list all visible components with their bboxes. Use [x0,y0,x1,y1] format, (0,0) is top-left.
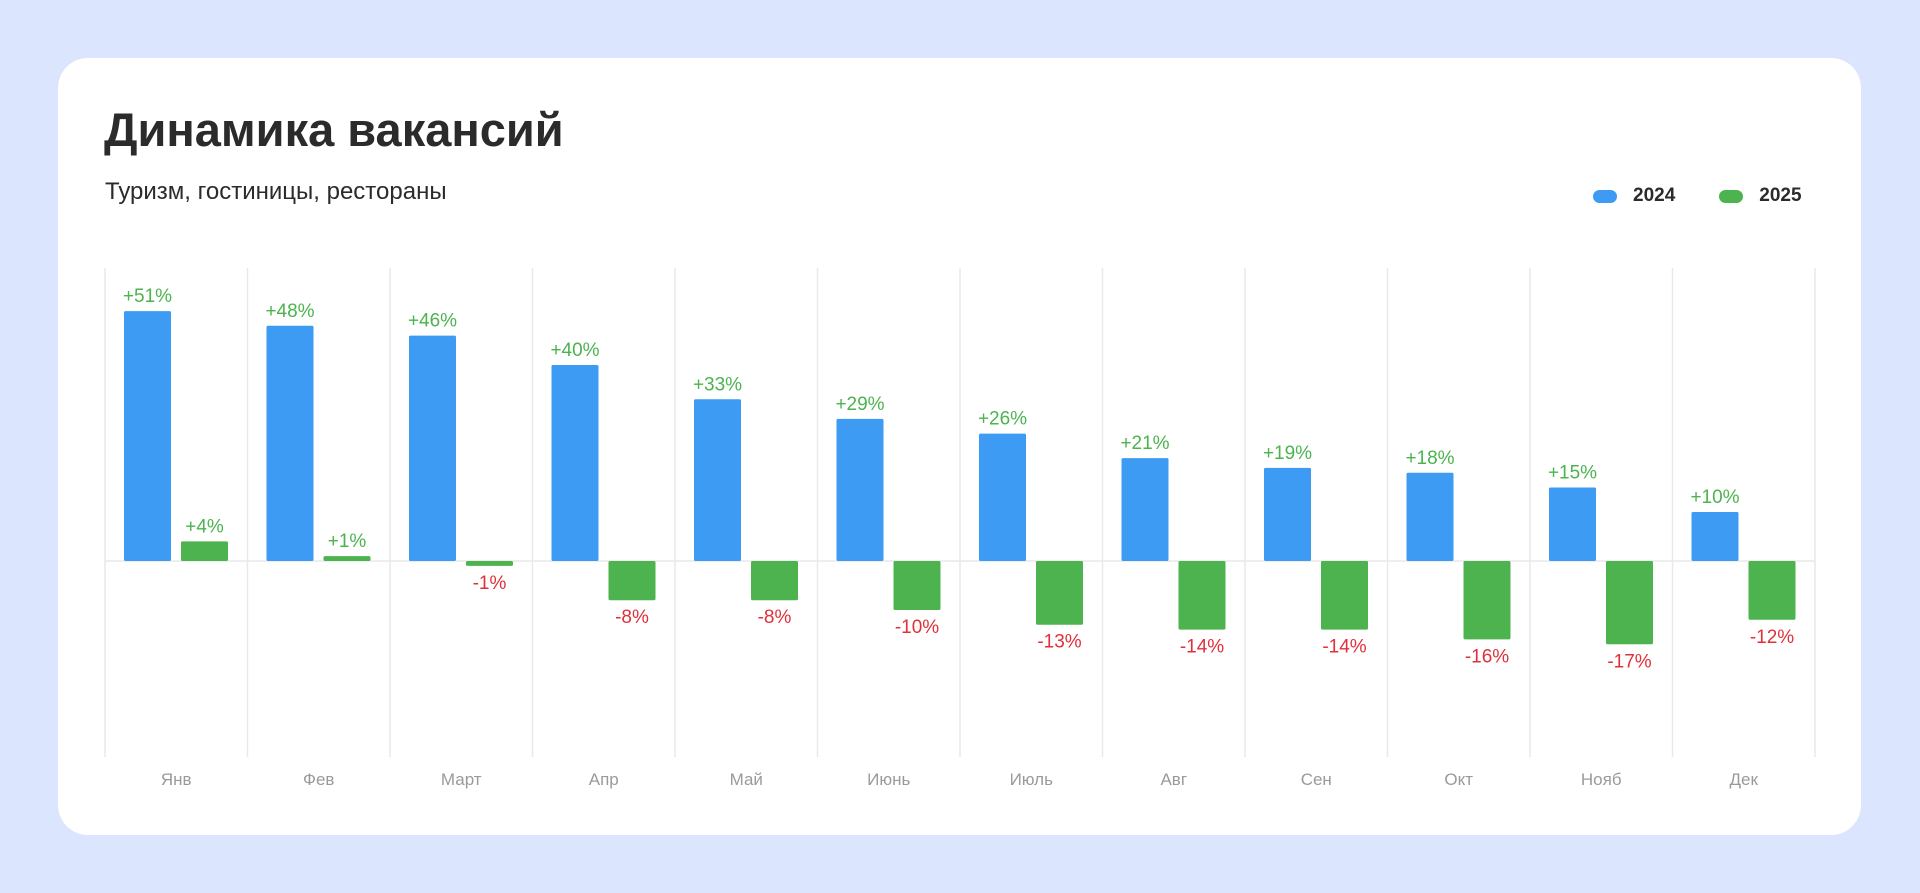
data-label-2025-9: -14% [1322,637,1366,658]
bar-2025-11 [1606,561,1653,645]
x-tick-label: Июнь [867,770,910,789]
data-label-2024-2: +48% [265,301,314,322]
data-label-2025-11: -17% [1607,651,1651,672]
x-tick-label: Июль [1010,770,1054,789]
bar-2025-7 [1036,561,1083,625]
bar-2025-3 [466,561,513,566]
bar-2025-1 [181,541,228,561]
bar-2025-2 [323,556,371,561]
legend-item-2024: 2024 [1593,185,1675,207]
bar-2025-9 [1321,561,1368,630]
data-label-2024-6: +29% [835,394,884,415]
bar-2024-1 [124,311,171,561]
x-tick-label: Фев [303,770,334,789]
x-tick-label: Янв [161,770,192,789]
data-label-2025-7: -13% [1037,632,1081,653]
bar-2025-12 [1748,561,1796,620]
x-tick-label: Нояб [1581,770,1622,789]
data-label-2025-10: -16% [1465,646,1509,667]
x-tick-label: Май [730,770,763,789]
bar-2024-6 [836,418,884,561]
bar-2024-9 [1264,467,1311,561]
data-label-2024-5: +33% [693,374,742,395]
chart-subtitle: Туризм, гостиницы, рестораны [105,178,447,205]
data-label-2025-1: +4% [185,516,224,537]
data-label-2025-3: -1% [473,573,507,594]
bar-2025-6 [893,561,941,610]
bar-2024-8 [1121,458,1169,561]
data-label-2024-12: +10% [1690,487,1739,508]
data-label-2024-9: +19% [1263,443,1312,464]
bar-2024-10 [1406,472,1454,561]
data-label-2024-11: +15% [1548,463,1597,484]
bar-2024-5 [694,399,741,561]
legend: 2024 2025 [1593,182,1802,210]
x-tick-label: Сен [1301,770,1332,789]
bar-2025-5 [751,561,798,601]
bar-2024-2 [266,325,314,561]
data-label-2024-1: +51% [123,286,172,307]
bar-2024-7 [979,433,1026,561]
x-tick-label: Авг [1160,770,1187,789]
data-label-2025-5: -8% [758,607,792,628]
bar-2024-3 [409,335,456,561]
chart-title: Динамика вакансий [104,103,564,156]
bar-2025-4 [608,561,656,601]
bar-2024-12 [1691,512,1739,561]
bar-2025-8 [1178,561,1226,630]
bar-2025-10 [1463,561,1511,640]
x-tick-label: Март [441,770,482,789]
legend-item-2025: 2025 [1719,185,1802,207]
data-label-2025-12: -12% [1750,627,1794,648]
data-label-2024-3: +46% [408,311,457,332]
data-label-2025-2: +1% [328,531,367,552]
data-label-2024-8: +21% [1120,433,1169,454]
x-tick-label: Окт [1444,770,1473,789]
bar-2024-4 [551,365,599,561]
legend-swatch-2025 [1719,189,1744,203]
data-label-2024-7: +26% [978,409,1027,430]
legend-label-2024: 2024 [1633,185,1676,206]
legend-label-2025: 2025 [1759,185,1802,206]
data-label-2025-6: -10% [895,617,939,638]
bar-chart: +51% +4% Янв +48% +1% Фев +46% -1% Март +40% -8% Ап… [104,268,1816,789]
data-label-2024-10: +18% [1405,448,1454,469]
x-tick-label: Дек [1730,770,1759,789]
data-label-2025-4: -8% [615,607,649,628]
data-label-2024-4: +40% [550,340,599,361]
chart-card: Динамика вакансий Туризм, гостиницы, рес… [58,58,1861,835]
data-label-2025-8: -14% [1180,637,1224,658]
bar-2024-11 [1549,487,1596,561]
legend-swatch-2024 [1593,189,1617,203]
x-tick-label: Апр [589,770,619,789]
